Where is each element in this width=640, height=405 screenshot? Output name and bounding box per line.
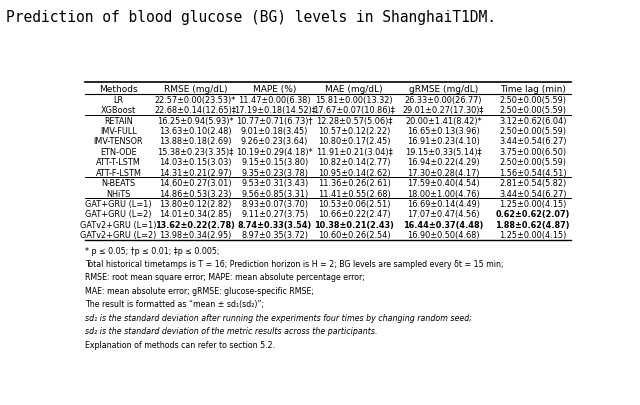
- Text: 10.80±0.17(2.45): 10.80±0.17(2.45): [318, 137, 390, 146]
- Text: RMSE (mg/dL): RMSE (mg/dL): [164, 85, 227, 94]
- Text: GAT+GRU (L=2): GAT+GRU (L=2): [85, 210, 152, 219]
- Text: 16.90±0.50(4.68): 16.90±0.50(4.68): [407, 231, 479, 240]
- Text: 8.97±0.35(3.72): 8.97±0.35(3.72): [241, 231, 308, 240]
- Text: 10.57±0.12(2.22): 10.57±0.12(2.22): [318, 127, 390, 136]
- Text: 11.47±0.00(6.38): 11.47±0.00(6.38): [238, 96, 311, 104]
- Text: 2.50±0.00(5.59): 2.50±0.00(5.59): [499, 127, 566, 136]
- Text: Methods: Methods: [99, 85, 138, 94]
- Text: ATT-F-LSTM: ATT-F-LSTM: [95, 168, 141, 177]
- Text: 1.88±0.62(4.87): 1.88±0.62(4.87): [495, 220, 570, 229]
- Text: 3.44±0.54(6.27): 3.44±0.54(6.27): [499, 137, 566, 146]
- Text: 11.91±0.21(3.04)‡: 11.91±0.21(3.04)‡: [316, 147, 392, 156]
- Text: 16.94±0.22(4.29): 16.94±0.22(4.29): [407, 158, 479, 167]
- Text: 2.81±0.54(5.82): 2.81±0.54(5.82): [499, 179, 566, 188]
- Text: 9.53±0.31(3.43): 9.53±0.31(3.43): [241, 179, 308, 188]
- Text: 13.88±0.18(2.69): 13.88±0.18(2.69): [159, 137, 232, 146]
- Text: RMSE: root mean square error; MAPE: mean absolute percentage error;: RMSE: root mean square error; MAPE: mean…: [85, 273, 365, 282]
- Text: GAT+GRU (L=1): GAT+GRU (L=1): [85, 200, 152, 209]
- Text: 19.15±0.33(5.14)‡: 19.15±0.33(5.14)‡: [405, 147, 482, 156]
- Text: 29.01±0.27(17.30)‡: 29.01±0.27(17.30)‡: [403, 106, 484, 115]
- Text: 0.62±0.62(2.07): 0.62±0.62(2.07): [495, 210, 570, 219]
- Text: 9.15±0.15(3.80): 9.15±0.15(3.80): [241, 158, 308, 167]
- Text: 20.00±1.41(8.42)*: 20.00±1.41(8.42)*: [405, 116, 482, 125]
- Text: 1.25±0.00(4.15): 1.25±0.00(4.15): [499, 200, 566, 209]
- Text: 13.63±0.10(2.48): 13.63±0.10(2.48): [159, 127, 232, 136]
- Text: 1.25±0.00(4.15): 1.25±0.00(4.15): [499, 231, 566, 240]
- Text: 14.31±0.21(2.97): 14.31±0.21(2.97): [159, 168, 232, 177]
- Text: 14.01±0.34(2.85): 14.01±0.34(2.85): [159, 210, 232, 219]
- Text: 16.91±0.23(4.10): 16.91±0.23(4.10): [407, 137, 480, 146]
- Text: 17.67±0.07(10.86)‡: 17.67±0.07(10.86)‡: [313, 106, 395, 115]
- Text: 12.28±0.57(5.06)‡: 12.28±0.57(5.06)‡: [316, 116, 392, 125]
- Text: IMV-FULL: IMV-FULL: [100, 127, 137, 136]
- Text: 9.35±0.23(3.78): 9.35±0.23(3.78): [241, 168, 308, 177]
- Text: 8.74±0.33(3.54): 8.74±0.33(3.54): [237, 220, 312, 229]
- Text: The result is formatted as “mean ± sd₁(sd₂)”;: The result is formatted as “mean ± sd₁(s…: [85, 300, 264, 309]
- Text: Total historical timetamps is T = 16; Prediction horizon is H = 2; BG levels are: Total historical timetamps is T = 16; Pr…: [85, 260, 504, 269]
- Text: 2.50±0.00(5.59): 2.50±0.00(5.59): [499, 106, 566, 115]
- Text: 11.36±0.26(2.61): 11.36±0.26(2.61): [317, 179, 390, 188]
- Text: sd₁ is the standard deviation after running the experiments four times by changi: sd₁ is the standard deviation after runn…: [85, 313, 472, 322]
- Text: 16.69±0.14(4.49): 16.69±0.14(4.49): [407, 200, 480, 209]
- Text: 18.00±1.00(4.76): 18.00±1.00(4.76): [407, 189, 479, 198]
- Text: 10.66±0.22(2.47): 10.66±0.22(2.47): [317, 210, 390, 219]
- Text: Time lag (min): Time lag (min): [500, 85, 566, 94]
- Text: 17.07±0.47(4.56): 17.07±0.47(4.56): [407, 210, 479, 219]
- Text: XGBoost: XGBoost: [101, 106, 136, 115]
- Text: 22.68±0.14(12.65)‡: 22.68±0.14(12.65)‡: [154, 106, 236, 115]
- Text: 9.56±0.85(3.31): 9.56±0.85(3.31): [241, 189, 308, 198]
- Text: 16.25±0.94(5.93)*: 16.25±0.94(5.93)*: [157, 116, 234, 125]
- Text: 10.77±0.71(6.73)†: 10.77±0.71(6.73)†: [236, 116, 313, 125]
- Text: 9.01±0.18(3.45): 9.01±0.18(3.45): [241, 127, 308, 136]
- Text: 10.82±0.14(2.77): 10.82±0.14(2.77): [318, 158, 390, 167]
- Text: RETAIN: RETAIN: [104, 116, 133, 125]
- Text: 13.98±0.34(2.95): 13.98±0.34(2.95): [159, 231, 232, 240]
- Text: Prediction of blood glucose (BG) levels in ShanghaiT1DM.: Prediction of blood glucose (BG) levels …: [6, 10, 497, 25]
- Text: GATv2+GRU (L=2): GATv2+GRU (L=2): [80, 231, 157, 240]
- Text: 14.03±0.15(3.03): 14.03±0.15(3.03): [159, 158, 232, 167]
- Text: NHiTS: NHiTS: [106, 189, 131, 198]
- Text: 11.41±0.55(2.68): 11.41±0.55(2.68): [317, 189, 390, 198]
- Text: IMV-TENSOR: IMV-TENSOR: [93, 137, 143, 146]
- Text: 15.38±0.23(3.35)‡: 15.38±0.23(3.35)‡: [157, 147, 234, 156]
- Text: 2.50±0.00(5.59): 2.50±0.00(5.59): [499, 96, 566, 104]
- Text: 13.80±0.12(2.82): 13.80±0.12(2.82): [159, 200, 232, 209]
- Text: MAPE (%): MAPE (%): [253, 85, 296, 94]
- Text: 9.11±0.27(3.75): 9.11±0.27(3.75): [241, 210, 308, 219]
- Text: 16.65±0.13(3.96): 16.65±0.13(3.96): [407, 127, 480, 136]
- Text: 9.26±0.23(3.64): 9.26±0.23(3.64): [241, 137, 308, 146]
- Text: 8.93±0.07(3.70): 8.93±0.07(3.70): [241, 200, 308, 209]
- Text: N-BEATS: N-BEATS: [101, 179, 136, 188]
- Text: gRMSE (mg/dL): gRMSE (mg/dL): [409, 85, 478, 94]
- Text: 14.60±0.27(3.01): 14.60±0.27(3.01): [159, 179, 232, 188]
- Text: MAE: mean absolute error; gRMSE: glucose-specific RMSE;: MAE: mean absolute error; gRMSE: glucose…: [85, 286, 314, 295]
- Text: 17.30±0.28(4.17): 17.30±0.28(4.17): [407, 168, 479, 177]
- Text: 16.44±0.37(4.48): 16.44±0.37(4.48): [403, 220, 483, 229]
- Text: 15.81±0.00(13.32): 15.81±0.00(13.32): [316, 96, 393, 104]
- Text: 3.75±0.00(6.50): 3.75±0.00(6.50): [499, 147, 566, 156]
- Text: ATT-T-LSTM: ATT-T-LSTM: [96, 158, 141, 167]
- Text: MAE (mg/dL): MAE (mg/dL): [325, 85, 383, 94]
- Text: 10.38±0.21(2.43): 10.38±0.21(2.43): [314, 220, 394, 229]
- Text: 3.44±0.54(6.27): 3.44±0.54(6.27): [499, 189, 566, 198]
- Text: 10.60±0.26(2.54): 10.60±0.26(2.54): [317, 231, 390, 240]
- Text: 1.56±0.54(4.51): 1.56±0.54(4.51): [499, 168, 566, 177]
- Text: * p ≤ 0.05; †p ≤ 0.01; ‡p ≤ 0.005;: * p ≤ 0.05; †p ≤ 0.01; ‡p ≤ 0.005;: [85, 246, 220, 255]
- Text: 10.95±0.14(2.62): 10.95±0.14(2.62): [317, 168, 390, 177]
- Text: GATv2+GRU (L=1): GATv2+GRU (L=1): [80, 220, 157, 229]
- Text: 10.19±0.29(4.18)*: 10.19±0.29(4.18)*: [236, 147, 313, 156]
- Text: 2.50±0.00(5.59): 2.50±0.00(5.59): [499, 158, 566, 167]
- Text: 22.57±0.00(23.53)*: 22.57±0.00(23.53)*: [155, 96, 236, 104]
- Text: 10.53±0.06(2.51): 10.53±0.06(2.51): [318, 200, 390, 209]
- Text: 13.62±0.22(2.78): 13.62±0.22(2.78): [156, 220, 236, 229]
- Text: Explanation of methods can refer to section 5.2.: Explanation of methods can refer to sect…: [85, 340, 275, 349]
- Text: sd₂ is the standard deviation of the metric results across the participants.: sd₂ is the standard deviation of the met…: [85, 326, 378, 335]
- Text: 17.59±0.40(4.54): 17.59±0.40(4.54): [407, 179, 479, 188]
- Text: 26.33±0.00(26.77): 26.33±0.00(26.77): [404, 96, 482, 104]
- Text: 3.12±0.62(6.04): 3.12±0.62(6.04): [499, 116, 566, 125]
- Text: 17.19±0.18(14.52)‡: 17.19±0.18(14.52)‡: [234, 106, 316, 115]
- Text: 14.86±0.53(3.23): 14.86±0.53(3.23): [159, 189, 232, 198]
- Text: ETN-ODE: ETN-ODE: [100, 147, 137, 156]
- Text: LR: LR: [113, 96, 124, 104]
